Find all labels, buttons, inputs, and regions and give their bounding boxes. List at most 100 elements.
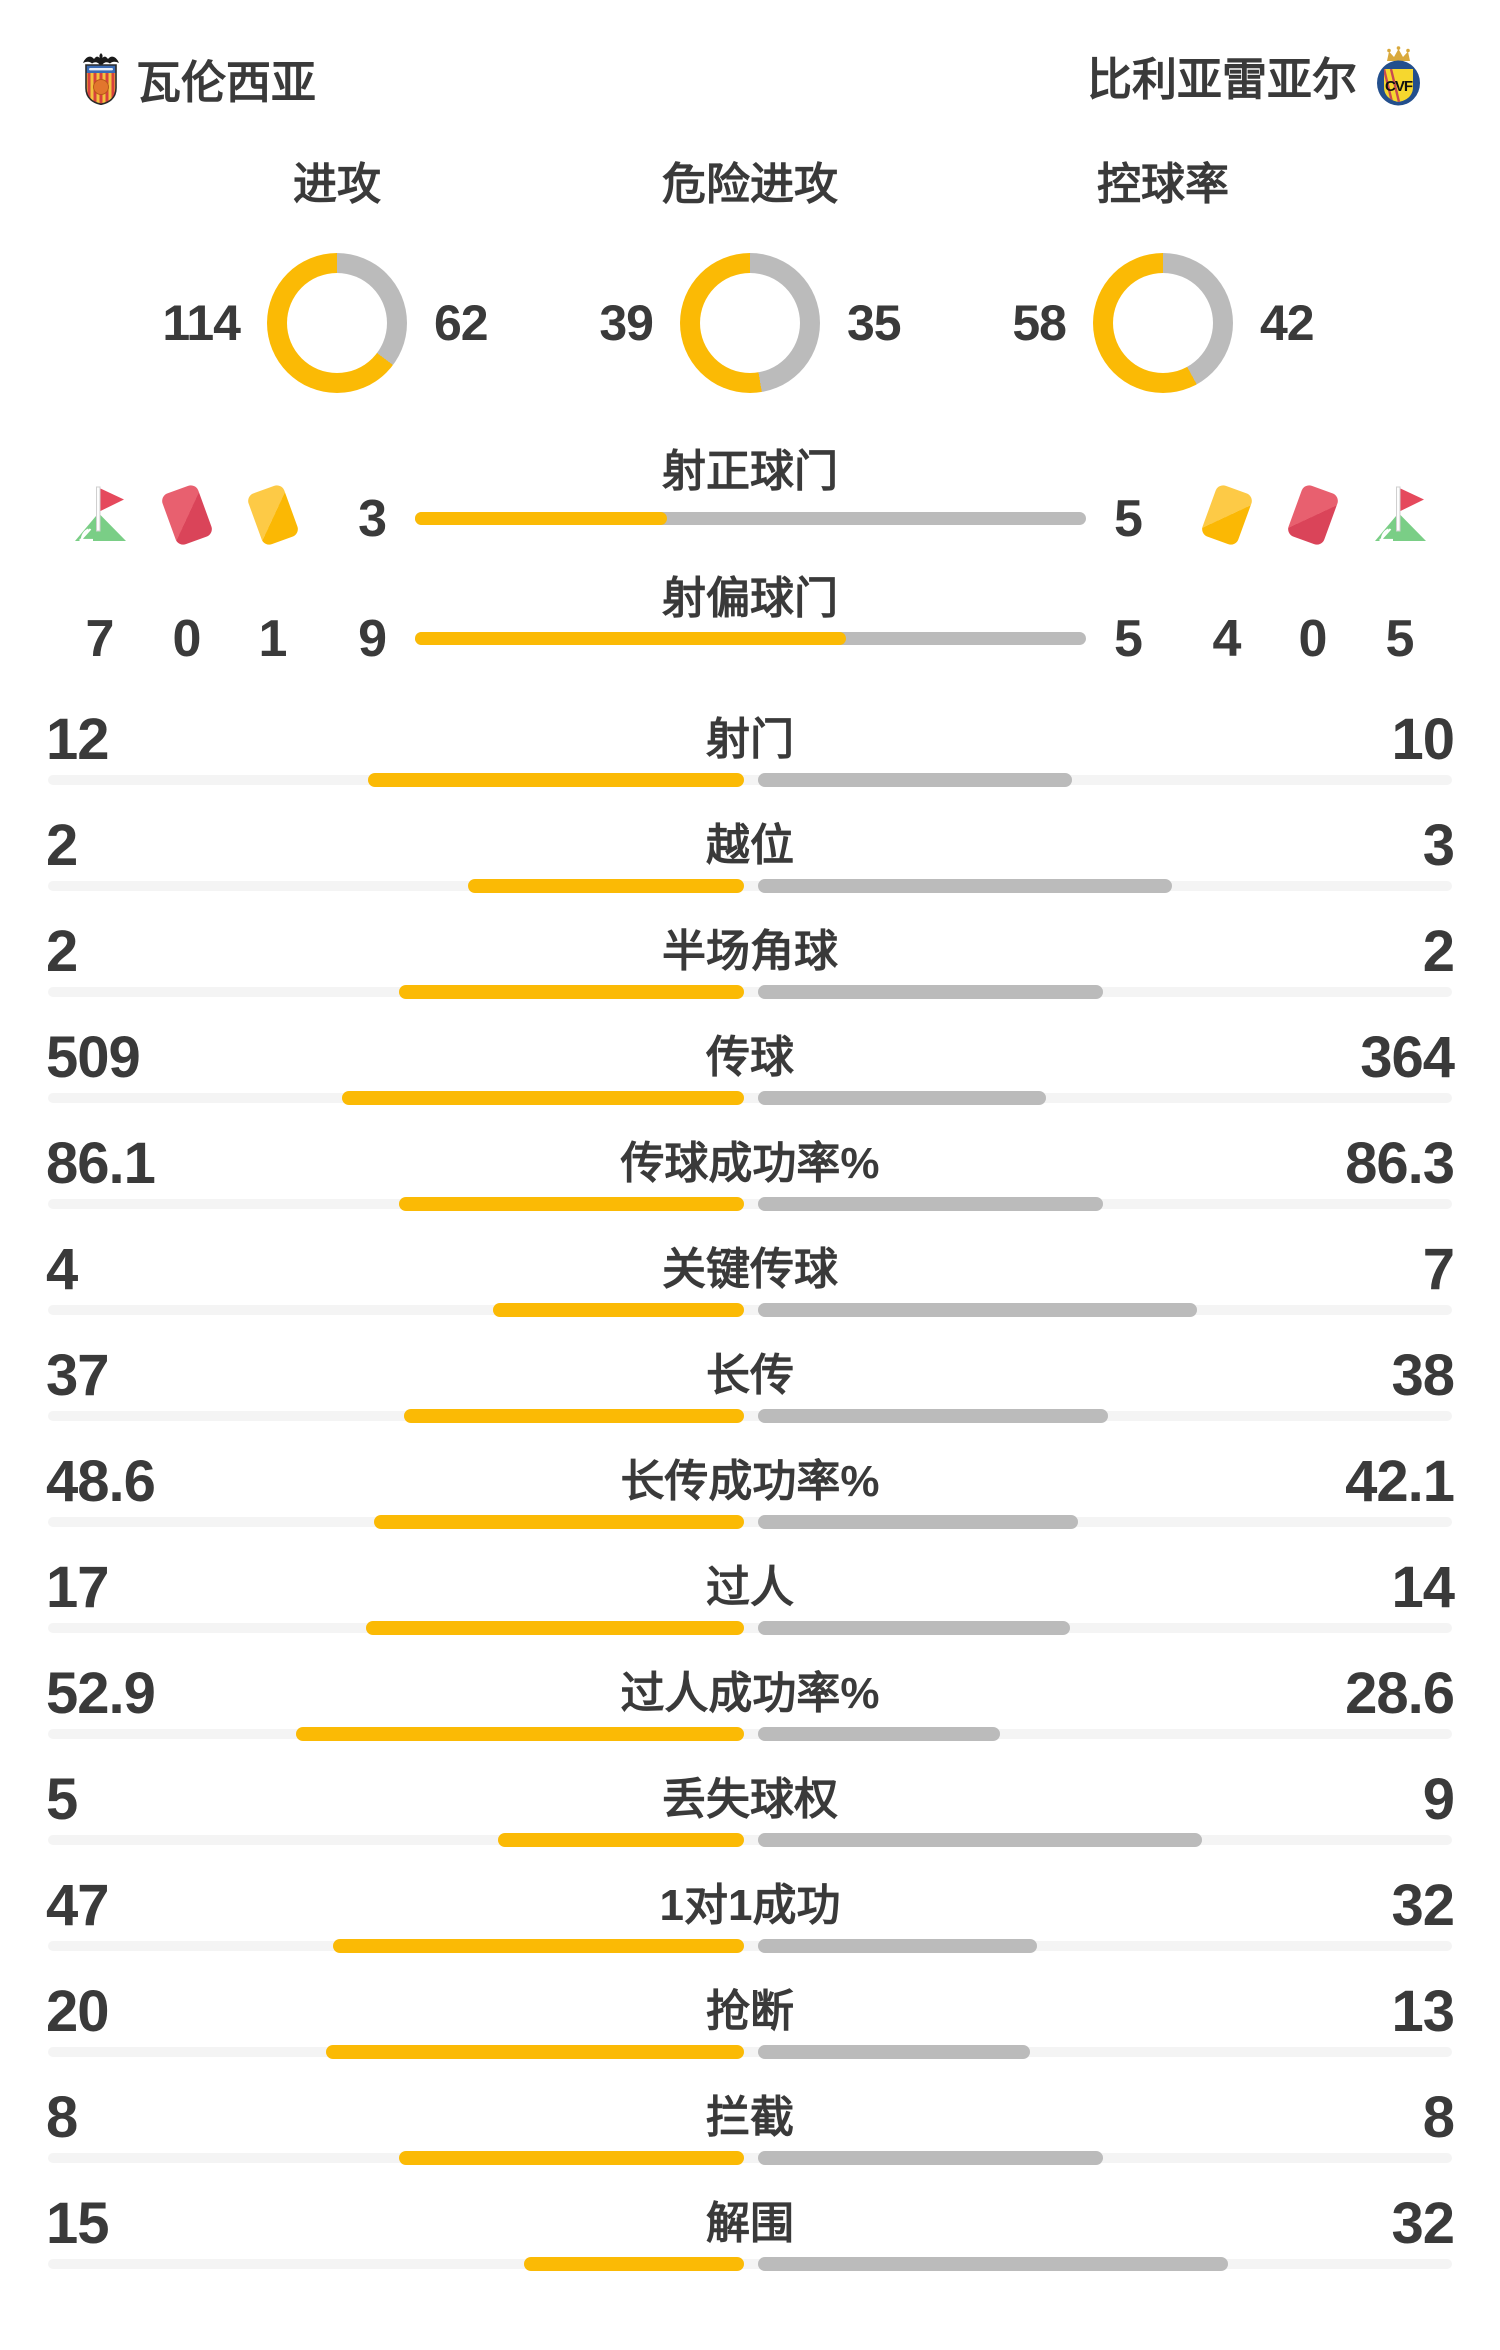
- stat-away-value: 10: [1391, 707, 1455, 772]
- donut-stat: 控球率 58 42: [0, 160, 1500, 400]
- stat-away-bar: [758, 1727, 1000, 1741]
- stat-label: 越位: [706, 821, 794, 870]
- stat-track: [48, 1411, 1452, 1421]
- stat-label: 半场角球: [662, 927, 838, 976]
- stat-away-value: 86.3: [1345, 1131, 1455, 1196]
- stat-away-bar: [758, 1091, 1046, 1105]
- stat-away-value: 3: [1422, 813, 1455, 878]
- stat-home-bar: [296, 1727, 744, 1741]
- shots-on-target-label: 射正球门: [662, 447, 838, 496]
- stat-label: 解围: [706, 2199, 794, 2248]
- home-bar-segment: [415, 632, 847, 645]
- stat-label: 射门: [706, 715, 794, 764]
- donut-away-value: 42: [1260, 295, 1315, 351]
- stat-home-value: 2: [46, 813, 78, 878]
- stat-away-bar: [758, 2257, 1228, 2271]
- stat-home-bar: [399, 985, 744, 999]
- shots-on-target-bar: [415, 512, 1086, 525]
- stat-away-value: 38: [1391, 1343, 1455, 1408]
- away-corners-count: 5: [1385, 610, 1415, 668]
- home-bar-segment: [415, 512, 667, 525]
- stat-track: [48, 1199, 1452, 1209]
- donut-away-value: 35: [847, 295, 902, 351]
- stat-row: 2 半场角球 2: [0, 919, 1500, 1025]
- stat-home-bar: [368, 773, 744, 787]
- stat-away-bar: [758, 1515, 1078, 1529]
- donut-ring: [1093, 253, 1233, 393]
- stat-track: [48, 1305, 1452, 1315]
- stat-away-value: 28.6: [1345, 1661, 1455, 1726]
- donut-away-value: 62: [434, 295, 489, 351]
- stat-row: 12 射门 10: [0, 707, 1500, 813]
- stat-row: 17 过人 14: [0, 1555, 1500, 1661]
- stat-row: 5 丢失球权 9: [0, 1767, 1500, 1873]
- stat-track: [48, 1093, 1452, 1103]
- stat-track: [48, 1941, 1452, 1951]
- stat-label: 拦截: [706, 2093, 794, 2142]
- stat-track: [48, 1623, 1452, 1633]
- shots-on-target-away: 5: [1114, 490, 1143, 548]
- stat-row: 47 1对1成功 32: [0, 1873, 1500, 1979]
- stat-track: [48, 2259, 1452, 2269]
- donut-ring: [680, 253, 820, 393]
- stat-away-value: 9: [1422, 1767, 1455, 1832]
- home-red-cards-count: 0: [172, 610, 202, 668]
- stat-away-value: 2: [1422, 919, 1455, 984]
- shots-off-target-bar: [415, 632, 1086, 645]
- donut-stat: 进攻 114 62: [0, 160, 1500, 400]
- donut-ring: [267, 253, 407, 393]
- stat-home-value: 4: [46, 1237, 78, 1302]
- donut-stat-label: 控球率: [1097, 160, 1229, 209]
- donut-home-value: 58: [1012, 295, 1067, 351]
- stat-home-bar: [366, 1621, 744, 1635]
- stat-row: 20 抢断 13: [0, 1979, 1500, 2085]
- stat-label: 长传: [706, 1351, 794, 1400]
- stat-home-value: 509: [46, 1025, 141, 1090]
- stat-away-bar: [758, 1939, 1037, 1953]
- stat-home-bar: [468, 879, 744, 893]
- stat-home-bar: [524, 2257, 744, 2271]
- stat-home-value: 52.9: [46, 1661, 156, 1726]
- stat-home-value: 47: [46, 1873, 110, 1938]
- stat-home-bar: [399, 2151, 744, 2165]
- donut-stat-label: 危险进攻: [662, 160, 838, 209]
- stat-home-value: 20: [46, 1979, 110, 2044]
- stat-row: 8 拦截 8: [0, 2085, 1500, 2191]
- stat-track: [48, 987, 1452, 997]
- donut-stat-label: 进攻: [293, 160, 381, 209]
- home-yellow-cards-count: 1: [258, 610, 288, 668]
- stat-away-value: 7: [1422, 1237, 1455, 1302]
- valencia-logo-icon: [83, 53, 119, 105]
- stat-row: 52.9 过人成功率% 28.6: [0, 1661, 1500, 1767]
- stat-label: 过人: [706, 1563, 794, 1612]
- villarreal-logo-icon: CVF: [1377, 45, 1420, 105]
- discipline-section: 7 0 1 4 0 5 射正球门 3 5 射偏球门 9 5: [0, 440, 1500, 705]
- stat-away-bar: [758, 1409, 1108, 1423]
- stat-row: 4 关键传球 7: [0, 1237, 1500, 1343]
- stat-track: [48, 1517, 1452, 1527]
- stat-home-value: 48.6: [46, 1449, 156, 1514]
- away-yellow-cards-count: 4: [1212, 610, 1242, 668]
- stat-home-value: 17: [46, 1555, 110, 1620]
- away-team-name: 比利亚雷亚尔: [1086, 54, 1357, 105]
- stat-home-bar: [326, 2045, 744, 2059]
- stat-label: 抢断: [706, 1987, 794, 2036]
- stat-label: 丢失球权: [662, 1775, 838, 1824]
- stat-home-bar: [342, 1091, 744, 1105]
- stat-home-value: 37: [46, 1343, 110, 1408]
- stat-track: [48, 881, 1452, 891]
- stat-label: 长传成功率%: [620, 1457, 880, 1506]
- stat-home-value: 15: [46, 2191, 110, 2256]
- away-team: 比利亚雷亚尔 CVF: [1087, 43, 1422, 108]
- stat-away-bar: [758, 1621, 1070, 1635]
- stat-track: [48, 775, 1452, 785]
- stat-away-bar: [758, 2151, 1103, 2165]
- stat-home-value: 86.1: [46, 1131, 156, 1196]
- corner-flag-icon: [1375, 486, 1426, 542]
- stat-track: [48, 2153, 1452, 2163]
- stat-row: 37 长传 38: [0, 1343, 1500, 1449]
- shots-on-target-home: 3: [358, 490, 387, 548]
- stat-label: 过人成功率%: [620, 1669, 880, 1718]
- stat-away-value: 13: [1391, 1979, 1455, 2044]
- shots-off-target-home: 9: [358, 610, 387, 668]
